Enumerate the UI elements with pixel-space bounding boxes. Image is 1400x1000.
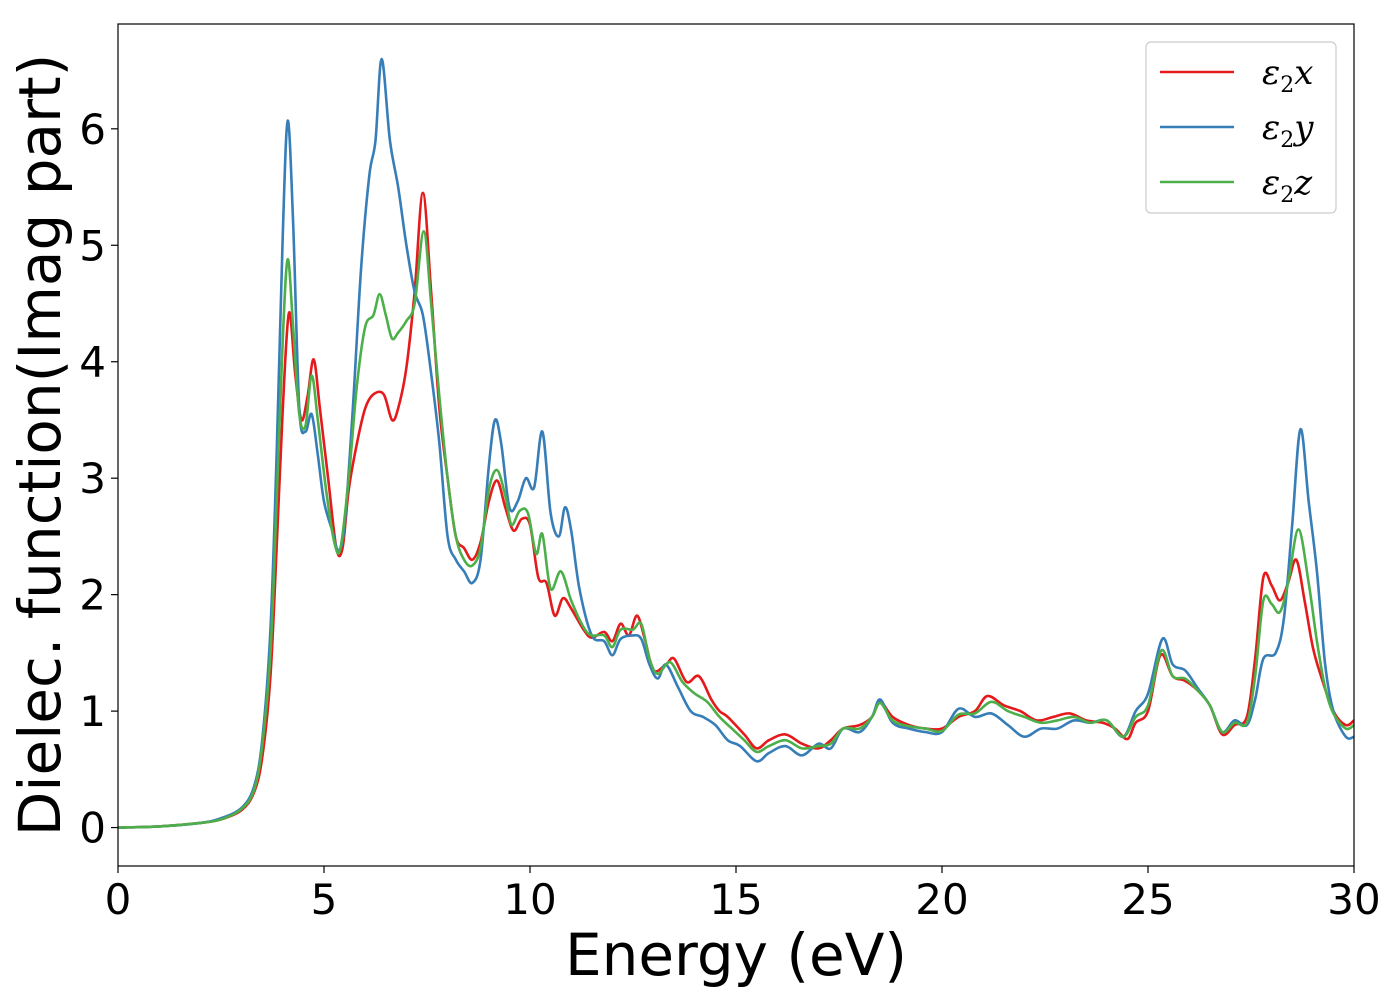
y-tick-label: 0 [79, 804, 106, 853]
x-tick-label: 0 [105, 875, 132, 924]
y-tick-label: 2 [79, 571, 106, 620]
x-tick-label: 30 [1327, 875, 1380, 924]
y-axis: 0 1 2 3 4 5 6 [79, 105, 118, 853]
x-axis: 0 5 10 15 20 25 30 [105, 866, 1381, 924]
x-tick-label: 20 [915, 875, 968, 924]
y-tick-label: 1 [79, 687, 106, 736]
x-tick-label: 25 [1121, 875, 1174, 924]
y-tick-label: 3 [79, 454, 106, 503]
legend-label-x: ε2x [1262, 53, 1313, 98]
legend: ε2x ε2y ε2z [1145, 41, 1337, 214]
series-layer [118, 57, 1354, 829]
legend-label-y: ε2y [1262, 108, 1314, 153]
series-line-z [118, 230, 1354, 829]
y-tick-label: 4 [79, 338, 106, 387]
legend-box [1145, 41, 1337, 214]
x-tick-label: 15 [709, 875, 762, 924]
legend-label-z: ε2z [1262, 163, 1313, 208]
x-axis-title: Energy (eV) [565, 921, 907, 989]
x-tick-label: 10 [503, 875, 556, 924]
x-tick-label: 5 [311, 875, 338, 924]
y-tick-label: 5 [79, 221, 106, 270]
y-axis-title: Dielec. function(Imag part) [6, 54, 74, 837]
y-tick-label: 6 [79, 105, 106, 154]
